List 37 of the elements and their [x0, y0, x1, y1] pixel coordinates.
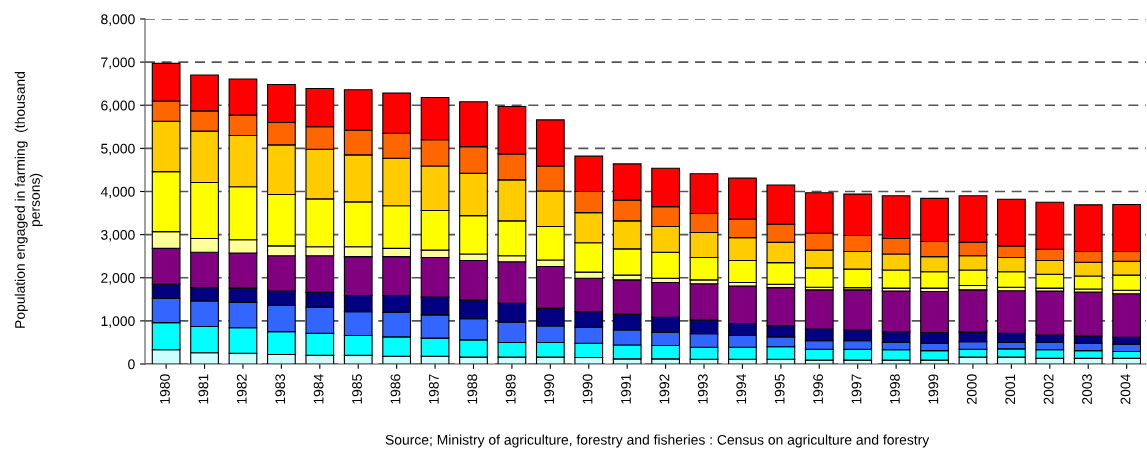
x-tick-label: 1987: [428, 374, 439, 404]
x-tick-label: 1994: [736, 374, 747, 404]
x-tick-label: 1996: [813, 374, 824, 404]
x-tick-label: 1999: [928, 374, 939, 404]
y-tick-label: 6,000: [101, 100, 135, 113]
y-tick-label: 3,000: [101, 229, 135, 242]
x-tick-label: 1982: [236, 374, 247, 404]
x-tick-label: 1990: [582, 374, 593, 404]
x-tick-label: 1981: [198, 374, 209, 404]
y-tick-label: 4,000: [100, 186, 135, 199]
y-tick-label: 1,000: [101, 316, 135, 328]
x-tick-label: 1997: [851, 374, 862, 404]
x-tick-label: 1984: [313, 374, 324, 404]
x-tick-label: 1986: [390, 374, 401, 404]
x-tick-label: 1991: [621, 374, 631, 404]
x-tick-label: 1983: [275, 374, 286, 404]
y-tick-label: 0: [128, 359, 135, 370]
x-tick-label: 1988: [467, 374, 478, 404]
x-tick-label: 2004: [1120, 374, 1131, 404]
x-tick-label: 2001: [1005, 374, 1016, 404]
y-tick-label: 8,000: [101, 14, 135, 26]
y-tick-label: 2,000: [101, 273, 135, 285]
x-tick-label: 1998: [890, 374, 900, 404]
y-tick-label: 7,000: [101, 57, 135, 69]
x-tick-label: 2003: [1082, 374, 1092, 404]
x-tick-label: 1995: [774, 374, 785, 404]
x-tick-label: 1985: [352, 374, 362, 404]
x-tick-label: 1980: [160, 374, 170, 404]
x-tick-label: 2002: [1043, 374, 1054, 404]
x-tick-label: 1993: [697, 374, 708, 404]
x-tick-label: 1989: [505, 374, 516, 404]
x-tick-label: 2000: [966, 374, 977, 404]
y-tick-label: 5,000: [101, 143, 135, 156]
x-tick-label: 1992: [659, 374, 670, 404]
y-axis-title: Population engaged in farming (thousand persons): [14, 71, 43, 328]
x-tick-label: 1990: [544, 374, 555, 404]
source-note: Source; Ministry of agriculture, forestry and fisheries : Census on agriculture and forestry: [385, 434, 930, 448]
